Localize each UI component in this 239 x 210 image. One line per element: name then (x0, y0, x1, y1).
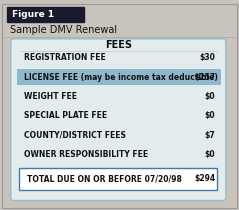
Text: Figure 1: Figure 1 (12, 10, 54, 19)
Text: $30: $30 (199, 53, 215, 62)
Text: $0: $0 (205, 92, 215, 101)
FancyBboxPatch shape (11, 39, 226, 201)
FancyBboxPatch shape (17, 69, 221, 85)
Text: $7: $7 (204, 131, 215, 139)
Text: FEES: FEES (105, 40, 132, 50)
Text: Sample DMV Renewal: Sample DMV Renewal (10, 25, 117, 35)
Text: COUNTY/DISTRICT FEES: COUNTY/DISTRICT FEES (24, 131, 126, 139)
Text: REGISTRATION FEE: REGISTRATION FEE (24, 53, 106, 62)
Text: SPECIAL PLATE FEE: SPECIAL PLATE FEE (24, 111, 107, 120)
Text: $0: $0 (205, 111, 215, 120)
Text: $0: $0 (205, 150, 215, 159)
FancyBboxPatch shape (7, 7, 84, 22)
Text: TOTAL DUE ON OR BEFORE 07/20/98: TOTAL DUE ON OR BEFORE 07/20/98 (27, 175, 182, 183)
Text: LICENSE FEE (may be income tax deductible): LICENSE FEE (may be income tax deductibl… (24, 73, 218, 81)
Text: $294: $294 (194, 175, 215, 183)
Text: $257: $257 (194, 73, 215, 81)
FancyBboxPatch shape (19, 168, 217, 190)
Text: OWNER RESPONSIBILITY FEE: OWNER RESPONSIBILITY FEE (24, 150, 148, 159)
Text: WEIGHT FEE: WEIGHT FEE (24, 92, 77, 101)
